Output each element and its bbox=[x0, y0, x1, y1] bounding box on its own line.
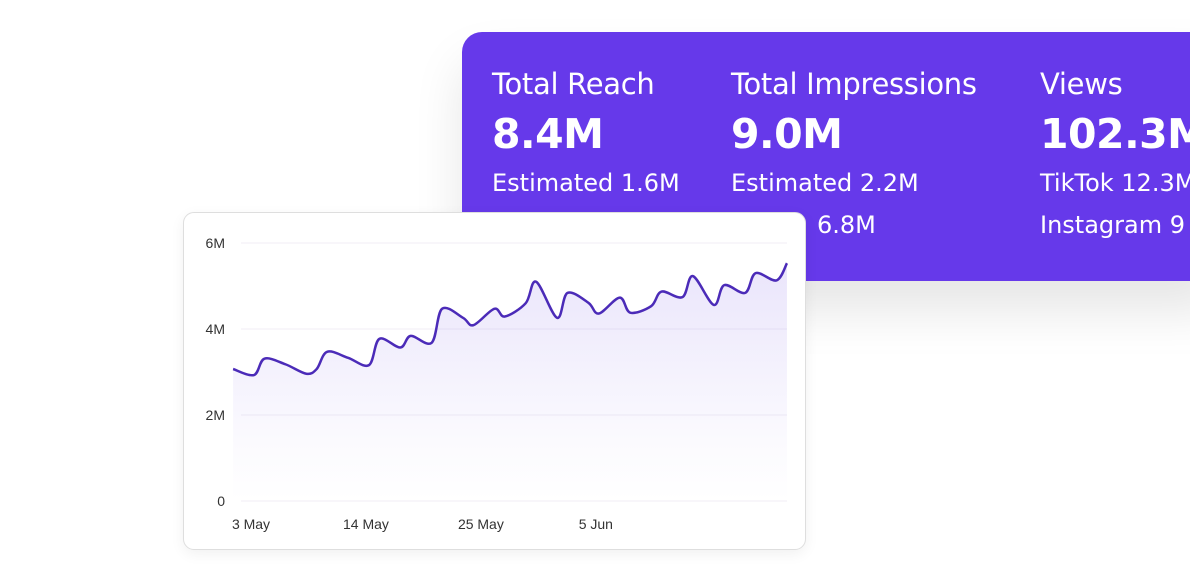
stat-detail: TikTok 12.3M bbox=[1040, 169, 1190, 197]
series-line bbox=[232, 262, 789, 377]
x-tick-label: 5 Jun bbox=[579, 516, 613, 532]
stat-detail: Estimated 2.2M bbox=[731, 169, 919, 197]
y-tick-label: 2M bbox=[206, 407, 225, 423]
stat-value: 8.4M bbox=[492, 110, 604, 158]
reach-chart: 0 2M 4M 6M 3 May 14 May 25 May 5 Jun bbox=[206, 235, 789, 532]
area-fill bbox=[233, 263, 787, 501]
y-tick-label: 0 bbox=[217, 493, 225, 509]
stat-detail: 6.8M bbox=[817, 211, 876, 239]
stat-label: Total Reach bbox=[492, 67, 655, 101]
stat-detail: Estimated 1.6M bbox=[492, 169, 680, 197]
y-tick-label: 6M bbox=[206, 235, 225, 251]
stat-label: Views bbox=[1040, 67, 1123, 101]
chart-card: 0 2M 4M 6M 3 May 14 May 25 May 5 Jun bbox=[183, 212, 806, 550]
stat-total-reach: Total Reach 8.4M Estimated 1.6M bbox=[492, 66, 680, 198]
stat-value: 102.3M bbox=[1040, 110, 1190, 158]
stat-detail: Instagram 9 bbox=[1040, 211, 1185, 239]
stat-views: Views 102.3M TikTok 12.3M Instagram 9 bbox=[1040, 66, 1190, 240]
x-tick-label: 25 May bbox=[458, 516, 504, 532]
stat-label: Total Impressions bbox=[731, 67, 977, 101]
y-tick-label: 4M bbox=[206, 321, 225, 337]
x-tick-label: 14 May bbox=[343, 516, 389, 532]
stat-value: 9.0M bbox=[731, 110, 843, 158]
stat-total-impressions: Total Impressions 9.0M Estimated 2.2M 6.… bbox=[731, 66, 977, 240]
x-tick-label: 3 May bbox=[232, 516, 270, 532]
